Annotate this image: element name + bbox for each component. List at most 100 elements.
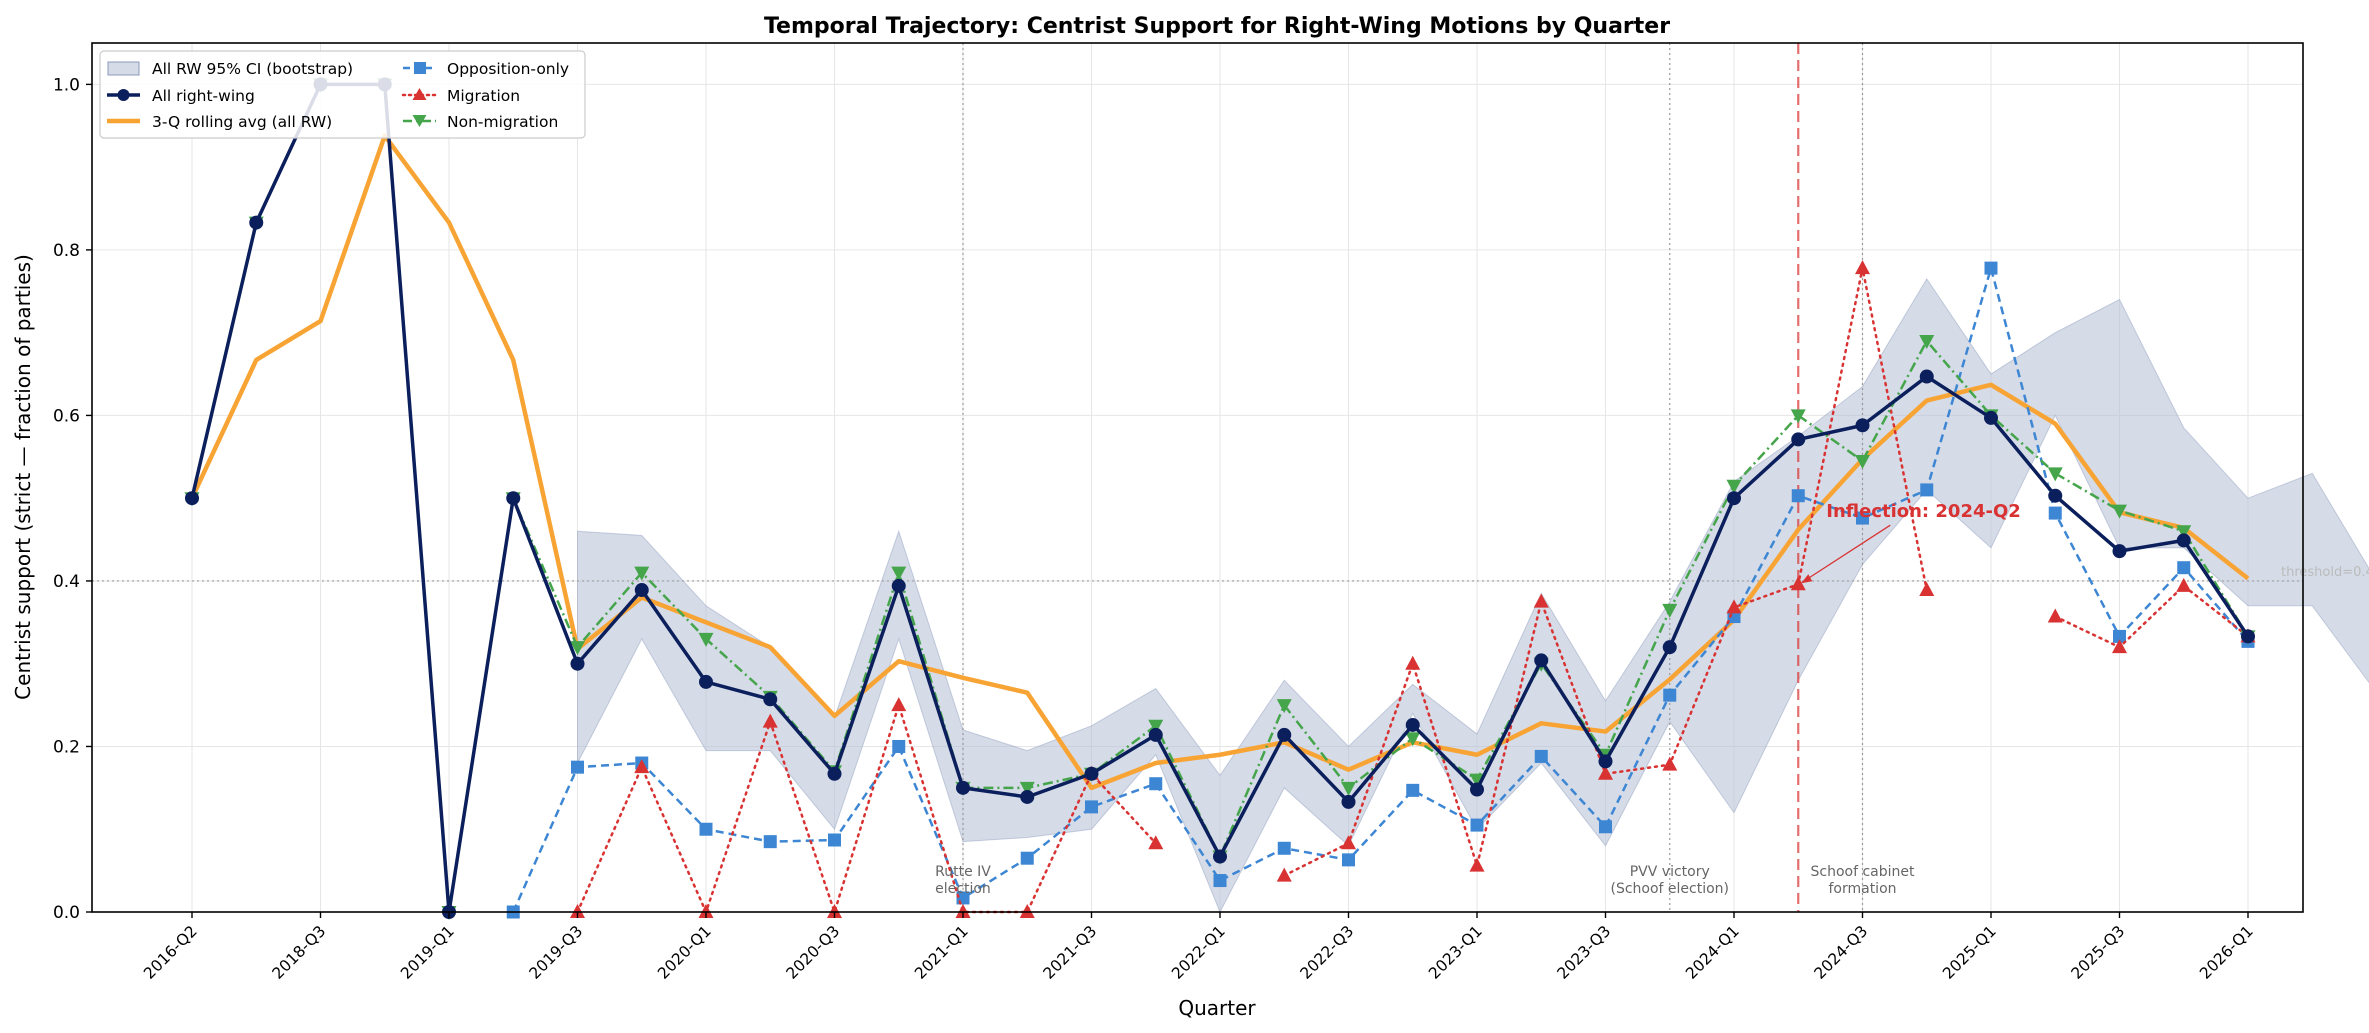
series-3-point-30 [2112, 639, 2127, 654]
series-2-point-21 [1534, 749, 1548, 763]
series-4-point-24 [1726, 479, 1742, 494]
y-tick-label-2: 0.4 [53, 572, 80, 592]
ci-band [577, 277, 2369, 914]
legend-item-migration: Migration [401, 87, 520, 105]
legend-swatch-ci [107, 61, 140, 76]
series-0-point-23 [1662, 640, 1677, 655]
legend-marker-opposition [414, 62, 426, 74]
series-4-point-26 [1855, 454, 1870, 469]
series-0-point-11 [891, 578, 906, 593]
legend-label-opposition: Opposition-only [447, 60, 569, 78]
series-3-point-8 [698, 904, 714, 918]
event-label-1: PVV victory (Schoof election) [1610, 864, 1729, 897]
series-3-point-11 [891, 697, 907, 712]
y-tick-label-0: 0.0 [53, 903, 80, 923]
series-0-point-30 [2112, 544, 2127, 559]
series-4-point-11 [891, 566, 907, 581]
series-2-point-20 [1470, 818, 1484, 832]
y-tick-label-4: 0.8 [53, 241, 80, 261]
legend-marker-all-rw [117, 89, 130, 101]
inflection-arrowhead [1801, 574, 1813, 584]
series-3-point-7 [634, 759, 650, 774]
threshold-label: threshold=0.4 [2281, 565, 2369, 580]
legend-label-ci: All RW 95% CI (bootstrap) [152, 60, 353, 78]
series-0-point-10 [827, 766, 842, 781]
series-4-point-30 [2112, 504, 2127, 519]
series-2-point-9 [763, 835, 777, 849]
series-0-point-5 [506, 491, 521, 506]
series-0-point-28 [1984, 410, 1998, 425]
series-1 [189, 133, 2250, 791]
series-0-point-17 [1277, 727, 1292, 742]
inflection-label: Inflection: 2024-Q2 [1826, 501, 2021, 522]
series-3-point-19 [1405, 655, 1421, 670]
legend-label-all-rw: All right-wing [152, 87, 255, 105]
series-3-point-17 [1276, 867, 1292, 882]
event-label-0: Rutte IV election [935, 864, 991, 897]
series-0-point-25 [1791, 432, 1806, 447]
legend-item-nonmigration: Non-migration [403, 113, 558, 131]
series-0 [185, 77, 2255, 919]
legend-item-all-rw: All right-wing [107, 87, 255, 105]
series-2-point-22 [1599, 820, 1612, 834]
series-4-point-6 [570, 641, 585, 656]
series-4-point-8 [698, 632, 714, 647]
series-0-point-0 [185, 491, 199, 506]
series-3-point-23 [1662, 756, 1678, 771]
series-3-point-18 [1341, 835, 1356, 850]
series-4-point-29 [2047, 467, 2063, 482]
series-0-point-18 [1341, 794, 1356, 809]
series-0-point-12 [956, 780, 970, 795]
series-0-point-32 [2241, 629, 2255, 644]
series-0-point-21 [1534, 653, 1549, 668]
series-4-point-23 [1662, 603, 1678, 618]
series-0-point-19 [1405, 717, 1420, 732]
series-0-point-26 [1855, 418, 1870, 433]
series-3-point-21 [1533, 593, 1549, 608]
series-3-point-6 [570, 904, 585, 918]
series-2-point-30 [2113, 629, 2126, 643]
series-line-3-2 [2054, 584, 2250, 649]
series-4-point-18 [1341, 781, 1356, 796]
legend-item-ci: All RW 95% CI (bootstrap) [107, 60, 353, 78]
legend-label-migration: Migration [447, 87, 520, 105]
series-2-point-25 [1791, 489, 1805, 503]
series-0-point-6 [570, 656, 585, 671]
legend-label-rolling: 3-Q rolling avg (all RW) [152, 113, 332, 131]
series-4-point-27 [1919, 334, 1935, 349]
y-tick-label-3: 0.6 [53, 406, 80, 426]
series-0-point-13 [1020, 789, 1035, 804]
series-3-point-15 [1148, 835, 1164, 850]
series-2-point-27 [1920, 483, 1934, 497]
series-2-point-8 [699, 822, 713, 836]
legend-marker-migration [412, 88, 427, 100]
series-2-point-14 [1085, 800, 1098, 814]
series-3-point-31 [2176, 577, 2192, 592]
series-3-point-25 [1790, 576, 1806, 591]
annotation-layer: Rutte IV election PVV victory (Schoof elect… [935, 501, 2021, 897]
series-0-point-14 [1084, 766, 1099, 781]
y-axis-label: Centrist support (strict — fraction of p… [11, 254, 35, 700]
series-0-point-9 [763, 692, 778, 707]
series-3-point-13 [1019, 904, 1035, 918]
series-3-point-24 [1726, 599, 1742, 614]
series-line-3-0 [576, 703, 1157, 914]
series-3-point-27 [1919, 582, 1935, 597]
series-0-point-22 [1598, 754, 1613, 769]
series-0-point-24 [1727, 491, 1741, 506]
series-2-point-15 [1149, 777, 1163, 791]
series-2-point-16 [1213, 874, 1227, 888]
series-3-point-20 [1469, 857, 1485, 872]
series-2-point-31 [2177, 561, 2191, 575]
series-0-point-15 [1148, 727, 1163, 742]
series-2-point-28 [1984, 261, 1998, 275]
series-line-1-0 [189, 133, 2250, 791]
series-4-point-13 [1019, 781, 1035, 796]
series-2-point-19 [1406, 783, 1420, 797]
series-0-point-20 [1470, 782, 1484, 797]
series-3 [570, 260, 2256, 918]
x-axis-label: Quarter [1178, 996, 1256, 1020]
chart-title: Temporal Trajectory: Centrist Support fo… [764, 14, 1670, 39]
series-4-point-25 [1790, 409, 1806, 424]
